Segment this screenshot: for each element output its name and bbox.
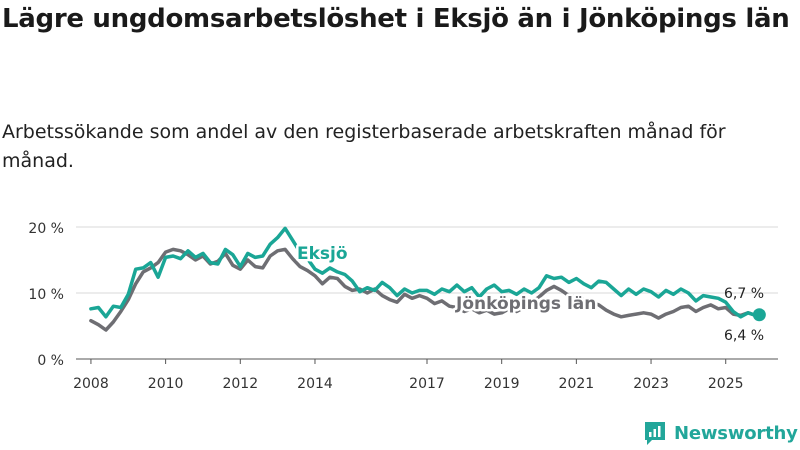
x-tick-label: 2014: [297, 376, 333, 392]
y-tick-label: 20 %: [28, 221, 64, 237]
series: [89, 226, 766, 332]
x-tick-label: 2019: [484, 376, 520, 392]
y-tick-label: 0 %: [37, 353, 64, 369]
y-tick-label: 10 %: [28, 287, 64, 303]
series-line-eksjo: [89, 226, 762, 319]
x-tick-label: 2023: [633, 376, 669, 392]
x-tick-label: 2012: [222, 376, 258, 392]
brand-logo[interactable]: Newsworthy: [643, 419, 798, 447]
x-tick-label: 2025: [708, 376, 744, 392]
chart-title: Lägre ungdomsarbetslöshet i Eksjö än i J…: [2, 4, 790, 34]
end-value-jonkopings-lan: 6,4 %: [724, 328, 764, 344]
x-tick-label: 2017: [409, 376, 445, 392]
chart-subtitle: Arbetssökande som andel av den registerb…: [2, 121, 726, 172]
end-value-eksjo: 6,7 %: [724, 286, 764, 302]
x-tick-label: 2008: [73, 376, 109, 392]
series-label-eksjo: Eksjö: [297, 244, 348, 264]
x-tick-label: 2010: [148, 376, 184, 392]
series-endpoint-eksjo: [752, 308, 766, 322]
series-label-jonkopings-lan: Jönköpings län: [455, 294, 596, 314]
newsworthy-logo-icon: [645, 422, 665, 445]
brand-name: Newsworthy: [674, 422, 798, 444]
series-labels: Jönköpings län Eksjö 6,7 % 6,4 %: [295, 242, 765, 345]
axes: 0 % 10 % 20 % 2008 2010 2012 2014 2017 2019 2021 2…: [28, 221, 743, 392]
x-tick-label: 2021: [559, 376, 595, 392]
